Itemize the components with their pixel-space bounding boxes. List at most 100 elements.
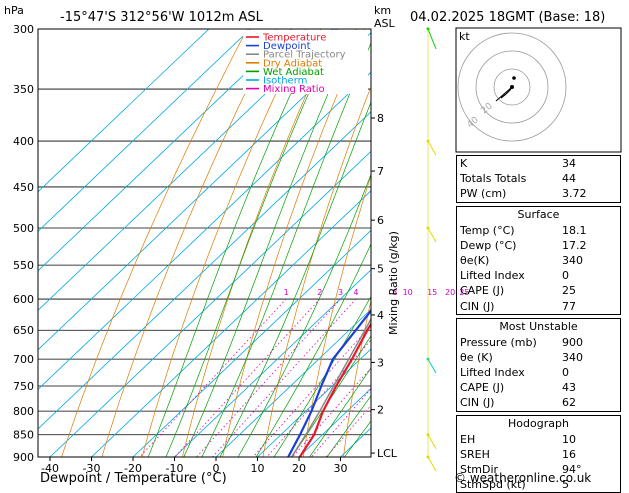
hodo-key: EH	[460, 432, 544, 447]
pressure-tick-label: 300	[13, 23, 34, 36]
hodograph-table-title: Hodograph	[457, 416, 620, 432]
surface-key: Dewp (°C)	[460, 238, 544, 253]
mixing-ratio-axis-title: Mixing Ratio (g/kg)	[387, 231, 400, 335]
pressure-tick-label: 700	[13, 353, 34, 366]
mu-row: Pressure (mb)900	[457, 335, 620, 350]
pressure-tick-label: 450	[13, 181, 34, 194]
surface-value: 340	[544, 253, 617, 268]
wind-profile	[427, 28, 437, 472]
mixing-ratio-label: 15	[427, 288, 437, 297]
index-value: 3.72	[544, 186, 617, 201]
hodo-value: 94°	[544, 462, 617, 477]
index-value: 44	[544, 171, 617, 186]
mixing-ratio-label: 20	[445, 288, 455, 297]
hodo-value: 10	[544, 432, 617, 447]
pressure-tick-label: 650	[13, 324, 34, 337]
hodo-key: SREH	[460, 447, 544, 462]
pressure-tick-label: 900	[13, 451, 34, 464]
mu-key: CIN (J)	[460, 395, 544, 410]
km-tick-label: 6	[377, 214, 384, 227]
mu-row: θe (K)340	[457, 350, 620, 365]
surface-value: 18.1	[544, 223, 617, 238]
mu-key: Pressure (mb)	[460, 335, 544, 350]
surface-title: Surface	[457, 207, 620, 223]
mu-value: 900	[544, 335, 617, 350]
surface-row: θe(K)340	[457, 253, 620, 268]
surface-value: 17.2	[544, 238, 617, 253]
surface-value: 77	[544, 299, 617, 314]
surface-row: CAPE (J)25	[457, 283, 620, 298]
pressure-tick-label: 350	[13, 83, 34, 96]
km-label: km	[374, 4, 391, 17]
hodograph-unit: kt	[459, 30, 470, 43]
surface-key: Temp (°C)	[460, 223, 544, 238]
mu-key: Lifted Index	[460, 365, 544, 380]
km-tick-label: LCL	[377, 447, 398, 460]
legend-label: Mixing Ratio	[263, 84, 325, 95]
hodo-key: StmSpd (kt)	[460, 477, 544, 492]
wind-barb	[428, 141, 436, 155]
x-axis-title: Dewpoint / Temperature (°C)	[40, 471, 227, 486]
hodo-value: 5	[544, 477, 617, 492]
mu-value: 340	[544, 350, 617, 365]
wind-barb	[428, 435, 436, 449]
date-title: 04.02.2025 18GMT (Base: 18)	[410, 10, 605, 25]
wind-barb	[428, 359, 436, 373]
dry-adiabat-line	[62, 29, 248, 457]
mixing-ratio-label: 3	[338, 288, 343, 297]
x-tick-label: 30	[334, 462, 348, 475]
pressure-tick-label: 400	[13, 135, 34, 148]
km-tick-label: 2	[377, 404, 384, 417]
mu-key: CAPE (J)	[460, 380, 544, 395]
index-key: Totals Totals	[460, 171, 544, 186]
hpa-label: hPa	[4, 4, 24, 17]
most-unstable-title: Most Unstable	[457, 319, 620, 335]
wet-adiabat-line	[131, 29, 320, 486]
asl-label: ASL	[374, 17, 396, 30]
pressure-tick-label: 550	[13, 259, 34, 272]
pressure-tick-label: 850	[13, 429, 34, 442]
surface-row: Dewp (°C)17.2	[457, 238, 620, 253]
km-tick-label: 5	[377, 263, 384, 276]
mixing-ratio-label: 2	[317, 288, 322, 297]
hodograph-origin	[510, 85, 514, 89]
mixing-ratio-label: 4	[353, 288, 358, 297]
hodo-value: 16	[544, 447, 617, 462]
hodo-row: StmSpd (kt)5	[457, 477, 620, 492]
wind-barb	[428, 457, 436, 471]
index-key: PW (cm)	[460, 186, 544, 201]
mu-row: CIN (J)62	[457, 395, 620, 410]
x-tick-label: 10	[251, 462, 265, 475]
wind-barb	[428, 29, 436, 49]
surface-value: 25	[544, 283, 617, 298]
most-unstable-box: Most Unstable Pressure (mb)900 θe (K)340…	[456, 318, 621, 412]
surface-key: CIN (J)	[460, 299, 544, 314]
pressure-tick-label: 750	[13, 380, 34, 393]
hodograph: kt 20 40	[456, 28, 621, 152]
mu-value: 0	[544, 365, 617, 380]
pressure-tick-label: 800	[13, 405, 34, 418]
dry-adiabat-line	[621, 29, 629, 457]
index-key: K	[460, 156, 544, 171]
surface-value: 0	[544, 268, 617, 283]
hodograph-storm-vector	[496, 87, 512, 101]
surface-box: Surface Temp (°C)18.1 Dewp (°C)17.2 θe(K…	[456, 206, 621, 315]
index-row: PW (cm)3.72	[457, 186, 620, 201]
wet-adiabat-line	[231, 29, 459, 486]
location-title: -15°47'S 312°56'W 1012m ASL	[60, 10, 264, 25]
hodograph-ring-label-20: 20	[480, 101, 495, 116]
surface-key: CAPE (J)	[460, 283, 544, 298]
mixing-ratio-line	[175, 299, 320, 457]
pressure-tick-label: 500	[13, 222, 34, 235]
